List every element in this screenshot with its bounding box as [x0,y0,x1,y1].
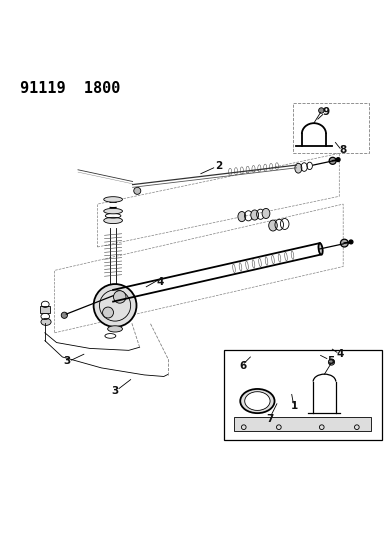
Text: 8: 8 [340,146,347,155]
Ellipse shape [262,208,270,219]
Text: 3: 3 [112,385,119,395]
Ellipse shape [319,243,323,255]
Text: 9: 9 [322,107,329,117]
Circle shape [94,284,136,327]
Circle shape [319,108,324,113]
Ellipse shape [251,210,259,220]
Circle shape [336,158,340,161]
Bar [40,306,50,313]
Ellipse shape [240,389,275,413]
Text: 5: 5 [327,356,334,366]
Text: 6: 6 [239,361,246,371]
Ellipse shape [104,217,122,224]
Ellipse shape [41,318,51,325]
Text: 2: 2 [215,161,222,171]
Text: 7: 7 [266,414,273,424]
Bar [292,103,369,154]
Ellipse shape [245,392,270,410]
Bar [234,417,370,432]
Circle shape [340,239,348,247]
Bar [224,350,382,440]
Ellipse shape [108,326,122,332]
Ellipse shape [104,197,122,202]
Circle shape [329,157,336,164]
Text: 1: 1 [291,401,298,411]
Ellipse shape [104,208,122,214]
Text: 91119  1800: 91119 1800 [20,81,120,96]
Circle shape [103,307,113,318]
Circle shape [134,187,141,195]
Circle shape [349,240,353,244]
Circle shape [328,359,335,365]
Text: 4: 4 [337,349,344,359]
Ellipse shape [238,212,246,222]
Circle shape [61,312,67,318]
Text: 4: 4 [157,277,164,287]
Circle shape [113,290,126,303]
Text: 3: 3 [64,356,71,366]
Ellipse shape [269,220,277,231]
Ellipse shape [295,163,302,173]
